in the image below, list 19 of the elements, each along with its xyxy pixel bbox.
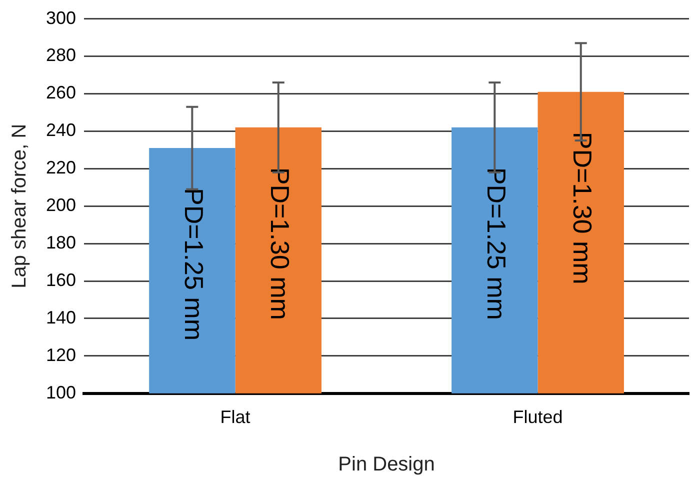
series-label: PD=1.25 mm	[179, 188, 209, 340]
x-axis-title: Pin Design	[338, 454, 435, 476]
series-label: PD=1.30 mm	[568, 132, 598, 284]
y-tick-label: 280	[46, 45, 76, 66]
y-tick-label: 220	[46, 158, 76, 178]
y-tick-label: 140	[46, 307, 76, 328]
y-tick-label: 300	[46, 8, 76, 28]
x-tick-label: Fluted	[512, 407, 563, 428]
y-tick-label: 240	[46, 120, 76, 140]
y-tick-label: 200	[46, 195, 76, 216]
y-tick-label: 120	[46, 344, 76, 365]
y-axis-title: Lap shear force, N	[8, 124, 31, 288]
y-tick-label: 180	[46, 232, 76, 253]
text: PD=1.30 mm	[265, 167, 296, 320]
y-tick-label: 160	[46, 270, 76, 290]
x-tick-label: Flat	[220, 407, 250, 428]
text: PD=1.25 mm	[481, 167, 512, 320]
y-tick-label: 100	[46, 382, 76, 402]
y-tick-label: 260	[46, 82, 76, 103]
